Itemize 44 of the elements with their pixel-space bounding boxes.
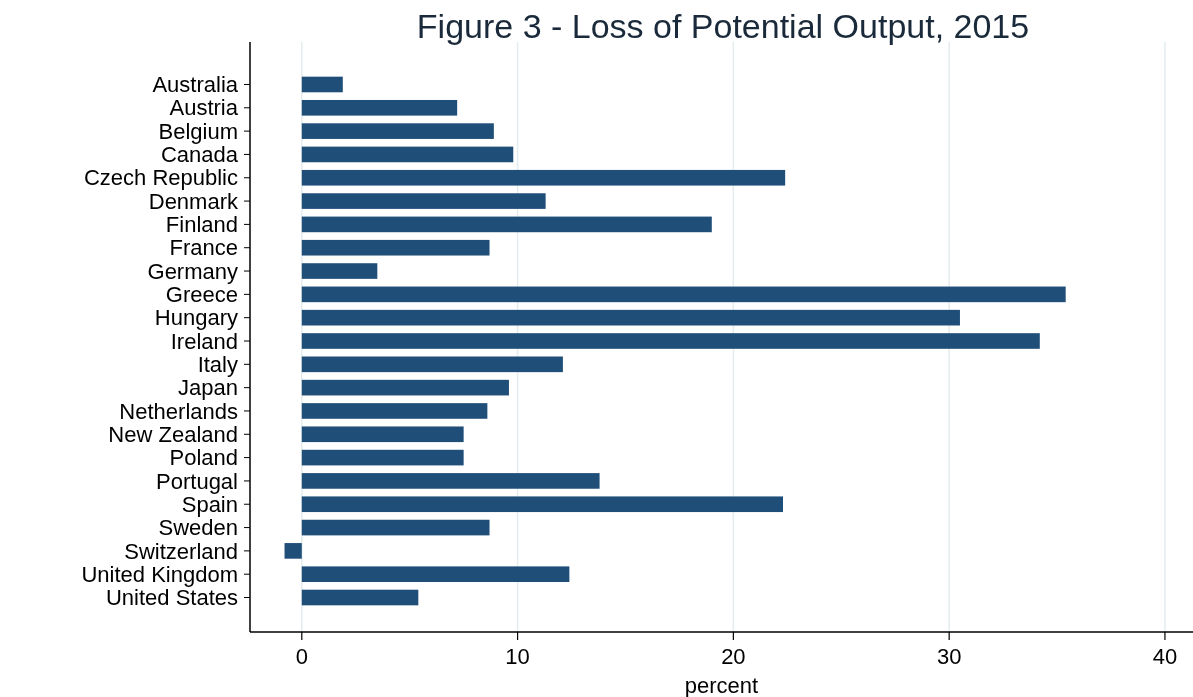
x-tick-label: 20 (721, 644, 746, 669)
bar (301, 496, 783, 513)
bar (301, 309, 960, 326)
x-tick-label: 40 (1152, 644, 1178, 669)
bar (301, 589, 419, 606)
bar (301, 473, 600, 489)
bar (301, 403, 488, 419)
y-tick-label: Finland (165, 212, 238, 238)
y-tick-label: New Zealand (108, 421, 238, 447)
y-tick-label: Germany (147, 258, 238, 284)
bar (301, 263, 378, 279)
y-tick-label: Switzerland (124, 538, 238, 564)
bar (301, 169, 786, 186)
x-tick-label: 10 (505, 644, 530, 669)
bar (301, 566, 570, 583)
bar (301, 426, 464, 443)
y-tick-label: Italy (197, 352, 238, 378)
bar (301, 333, 1040, 349)
x-axis-title: percent (684, 673, 759, 697)
x-tick-label: 0 (295, 644, 308, 669)
y-tick-label: Belgium (158, 118, 238, 144)
y-tick-label: United Kingdom (81, 561, 238, 587)
bar (301, 356, 563, 373)
y-tick-label: Poland (169, 445, 238, 471)
bar (301, 379, 509, 396)
bar (301, 193, 546, 209)
bar (301, 239, 490, 256)
bar (301, 216, 712, 233)
y-tick-label: Austria (169, 95, 239, 121)
bar (301, 76, 343, 93)
bar (301, 449, 464, 466)
bar (301, 123, 494, 139)
bar (284, 543, 302, 559)
chart-title: Figure 3 - Loss of Potential Output, 2015 (416, 7, 1030, 45)
y-tick-label: France (169, 235, 238, 261)
bar (301, 146, 514, 163)
y-tick-label: Australia (152, 72, 239, 98)
bar (301, 99, 458, 116)
y-tick-label: Czech Republic (83, 165, 238, 191)
y-tick-label: Portugal (156, 468, 238, 494)
bar (301, 286, 1066, 303)
x-tick-label: 30 (936, 644, 962, 669)
y-tick-label: Hungary (154, 305, 238, 331)
bar (301, 519, 490, 536)
